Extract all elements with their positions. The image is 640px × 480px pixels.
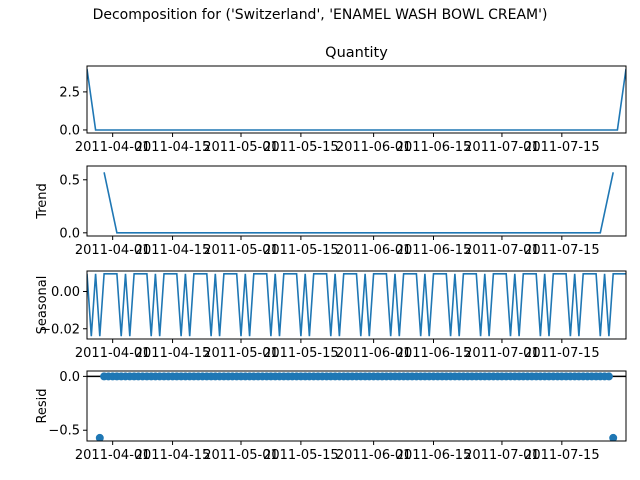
y-tick-label: 2.5: [59, 85, 80, 100]
x-tick-label: 2011-04-15: [135, 346, 211, 361]
x-tick-label: 2011-06-01: [336, 346, 412, 361]
x-tick-label: 2011-07-01: [464, 346, 540, 361]
x-tick-label: 2011-06-15: [396, 243, 472, 258]
x-tick-label: 2011-05-15: [263, 448, 339, 463]
x-tick-label: 2011-05-15: [263, 346, 339, 361]
x-tick-label: 2011-04-01: [75, 448, 151, 463]
x-tick-label: 2011-06-15: [396, 346, 472, 361]
x-tick-label: 2011-07-15: [524, 140, 600, 155]
series-line: [103, 172, 614, 234]
x-tick-label: 2011-07-01: [464, 448, 540, 463]
axes-frame: [86, 270, 627, 340]
plot-area: [87, 272, 626, 337]
panel-2: [83, 165, 627, 240]
resid-point: [604, 372, 613, 381]
x-tick-label: 2011-07-01: [464, 140, 540, 155]
x-tick-label: 2011-04-15: [135, 140, 211, 155]
x-tick-label: 2011-04-15: [135, 243, 211, 258]
resid-point: [95, 433, 104, 441]
panel-4: [83, 370, 627, 445]
plot-area: [87, 68, 626, 131]
y-tick-label: −0.5: [48, 424, 80, 439]
x-tick-label: 2011-05-01: [203, 140, 279, 155]
axes-frame: [86, 165, 627, 237]
y-tick-label: 0.0: [59, 226, 80, 241]
y-axis-label: Resid: [35, 388, 50, 423]
figure-title: Decomposition for ('Switzerland', 'ENAME…: [92, 7, 548, 23]
panel-3: [83, 270, 627, 343]
y-tick-label: −0.02: [40, 322, 80, 337]
y-tick-label: 0.00: [51, 285, 80, 300]
x-tick-label: 2011-06-15: [396, 448, 472, 463]
x-tick-label: 2011-07-15: [524, 346, 600, 361]
x-tick-label: 2011-05-01: [203, 448, 279, 463]
x-tick-label: 2011-05-15: [263, 140, 339, 155]
y-tick-label: 0.5: [59, 173, 80, 188]
y-tick-label: 0.0: [59, 370, 80, 385]
axes-frame: [86, 65, 627, 134]
x-tick-label: 2011-04-01: [75, 346, 151, 361]
x-tick-label: 2011-07-01: [464, 243, 540, 258]
panel-title: Quantity: [325, 45, 388, 61]
x-tick-label: 2011-04-15: [135, 448, 211, 463]
x-tick-label: 2011-06-01: [336, 448, 412, 463]
y-tick-label: 0.0: [59, 123, 80, 138]
x-tick-label: 2011-07-15: [524, 243, 600, 258]
x-tick-label: 2011-05-15: [263, 243, 339, 258]
x-tick-label: 2011-07-15: [524, 448, 600, 463]
x-tick-label: 2011-06-15: [396, 140, 472, 155]
plot-area: [103, 172, 614, 234]
x-tick-label: 2011-06-01: [336, 140, 412, 155]
panel-1: [83, 65, 627, 137]
x-tick-label: 2011-05-01: [203, 243, 279, 258]
x-tick-label: 2011-06-01: [336, 243, 412, 258]
series-line: [87, 68, 626, 131]
y-axis-label: Trend: [35, 183, 50, 220]
seasonal-line: [87, 272, 626, 337]
x-tick-label: 2011-05-01: [203, 346, 279, 361]
resid-point: [609, 433, 618, 441]
x-tick-label: 2011-04-01: [75, 243, 151, 258]
x-tick-label: 2011-04-01: [75, 140, 151, 155]
plot-area: [87, 372, 626, 441]
axes-frame: [86, 370, 627, 442]
y-axis-label: Seasonal: [35, 276, 50, 335]
